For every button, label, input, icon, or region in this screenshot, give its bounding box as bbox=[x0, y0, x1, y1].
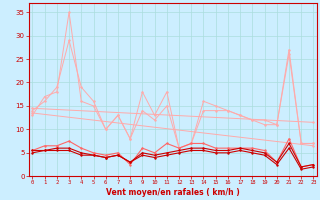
X-axis label: Vent moyen/en rafales ( km/h ): Vent moyen/en rafales ( km/h ) bbox=[106, 188, 240, 197]
